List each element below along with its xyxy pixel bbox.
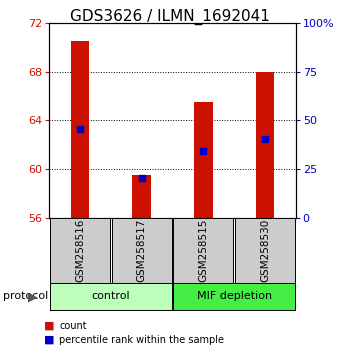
Text: control: control: [91, 291, 130, 302]
Bar: [256, 72, 274, 218]
Text: GDS3626 / ILMN_1692041: GDS3626 / ILMN_1692041: [70, 9, 270, 25]
Text: GSM258515: GSM258515: [198, 219, 208, 282]
Bar: [71, 41, 89, 218]
Text: count: count: [59, 321, 87, 331]
Text: ■: ■: [44, 321, 55, 331]
Bar: [194, 102, 212, 218]
Text: percentile rank within the sample: percentile rank within the sample: [59, 335, 224, 345]
Text: ▶: ▶: [28, 290, 37, 303]
Text: MIF depletion: MIF depletion: [197, 291, 272, 302]
Text: GSM258530: GSM258530: [260, 219, 270, 282]
Text: GSM258517: GSM258517: [137, 219, 147, 282]
Bar: [133, 175, 151, 218]
Text: GSM258516: GSM258516: [75, 219, 85, 282]
Text: protocol: protocol: [3, 291, 49, 302]
Text: ■: ■: [44, 335, 55, 345]
